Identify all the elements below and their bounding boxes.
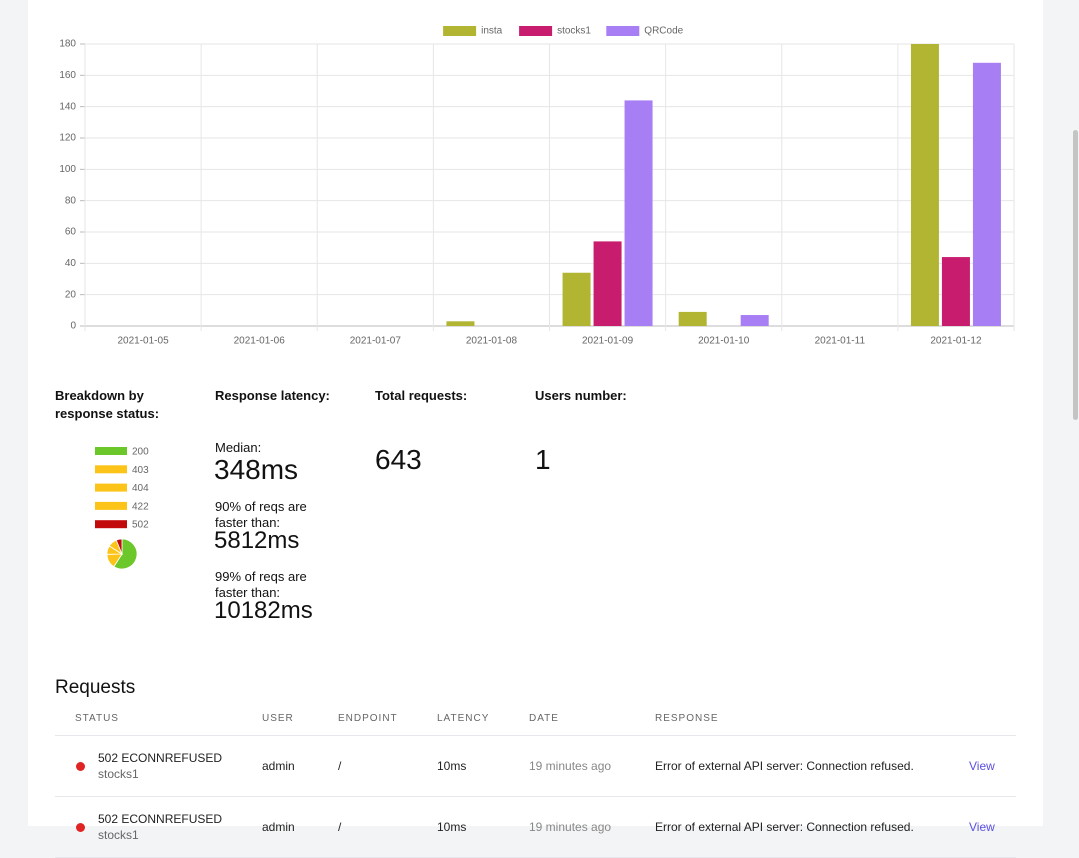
scrollbar[interactable] xyxy=(1073,130,1078,420)
legend-label: 403 xyxy=(132,465,149,476)
bar xyxy=(972,62,1001,327)
legend-label: 422 xyxy=(132,501,149,512)
breakdown-chart: 200 403 404 422 502 xyxy=(95,447,149,570)
column-header: RESPONSE xyxy=(655,713,719,724)
y-tick-label: 0 xyxy=(70,321,76,332)
legend-swatch xyxy=(95,501,127,510)
cell: 10ms xyxy=(437,820,467,834)
x-tick-label: 2021-01-06 xyxy=(234,336,286,347)
y-tick-label: 100 xyxy=(59,164,76,175)
y-tick-label: 120 xyxy=(59,133,76,144)
cell: admin xyxy=(262,759,295,773)
column-header: DATE xyxy=(529,713,559,724)
legend-label: QRCode xyxy=(644,26,683,37)
legend-swatch xyxy=(95,520,127,529)
bar xyxy=(910,44,939,326)
p99-label: 99% of reqs are faster than: xyxy=(215,569,307,600)
p90-value: 5812ms xyxy=(214,527,300,554)
y-tick-label: 140 xyxy=(59,101,76,112)
divider xyxy=(55,796,1016,797)
cell: admin xyxy=(262,820,295,834)
legend-swatch xyxy=(606,26,640,36)
x-tick-label: 2021-01-05 xyxy=(117,336,169,347)
y-tick-label: 40 xyxy=(65,258,77,269)
legend-label: 200 xyxy=(132,447,149,458)
bar xyxy=(678,311,707,326)
y-tick-label: 60 xyxy=(65,227,77,238)
bar xyxy=(624,100,653,327)
legend-swatch xyxy=(95,483,127,492)
page: 0 20 40 60 80 100 120 140 160 180 2021-01-05 2021-0… xyxy=(28,0,1078,858)
y-tick-label: 20 xyxy=(65,289,77,300)
cell: stocks1 xyxy=(98,828,139,842)
y-tick-label: 180 xyxy=(59,39,76,50)
view-link[interactable]: View xyxy=(969,759,995,773)
table-title: Requests xyxy=(55,677,136,698)
cell: 502 ECONNREFUSED xyxy=(98,751,223,765)
cell: Error of external API server: Connection… xyxy=(655,759,914,773)
column-header: LATENCY xyxy=(437,713,490,724)
cell: 19 minutes ago xyxy=(529,759,612,773)
cell: Error of external API server: Connection… xyxy=(655,820,914,834)
column-header: USER xyxy=(262,713,294,724)
legend-label: 502 xyxy=(132,520,149,531)
status-dot xyxy=(76,762,85,771)
bar xyxy=(941,257,970,326)
y-tick-label: 80 xyxy=(65,195,77,206)
cell: 19 minutes ago xyxy=(529,820,612,834)
breakdown-title: Breakdown by response status: xyxy=(55,388,160,421)
x-tick-label: 2021-01-07 xyxy=(350,336,402,347)
legend-label: 404 xyxy=(132,483,149,494)
pie-slice xyxy=(113,538,138,570)
view-link[interactable]: View xyxy=(969,820,995,834)
bar xyxy=(446,321,475,326)
x-tick-label: 2021-01-08 xyxy=(466,336,518,347)
legend-label: stocks1 xyxy=(557,26,591,37)
users-title: Users number: xyxy=(535,388,627,403)
median-value: 348ms xyxy=(214,454,299,485)
divider xyxy=(55,735,1016,736)
legend-swatch xyxy=(443,26,477,36)
x-tick-label: 2021-01-10 xyxy=(698,336,750,347)
cell: / xyxy=(338,820,342,834)
pie-slice xyxy=(115,538,123,555)
latency-title: Response latency: xyxy=(215,388,330,403)
y-tick-label: 160 xyxy=(59,70,76,81)
total-value: 643 xyxy=(375,444,422,475)
users-value: 1 xyxy=(535,444,551,475)
column-header: ENDPOINT xyxy=(338,713,398,724)
bar xyxy=(593,241,622,326)
bar xyxy=(562,272,591,326)
legend-label: insta xyxy=(481,26,503,37)
column-header: STATUS xyxy=(75,713,119,724)
legend-swatch xyxy=(519,26,553,36)
legend-swatch xyxy=(95,447,127,455)
cell: 502 ECONNREFUSED xyxy=(98,812,223,826)
x-tick-label: 2021-01-11 xyxy=(815,336,866,347)
x-tick-label: 2021-01-09 xyxy=(582,336,634,347)
p99-value: 10182ms xyxy=(214,597,313,624)
bar xyxy=(740,315,769,326)
median-label: Median: xyxy=(215,440,262,455)
cell: 10ms xyxy=(437,759,467,773)
x-tick-label: 2021-01-12 xyxy=(930,336,982,347)
legend-swatch xyxy=(95,465,127,474)
cell: / xyxy=(338,759,342,773)
status-dot xyxy=(76,823,85,832)
p90-label: 90% of reqs are faster than: xyxy=(215,499,307,530)
total-title: Total requests: xyxy=(375,388,468,403)
cell: stocks1 xyxy=(98,767,139,781)
chart: 0 20 40 60 80 100 120 140 160 180 2021-01-05 2021-0… xyxy=(59,26,1015,347)
